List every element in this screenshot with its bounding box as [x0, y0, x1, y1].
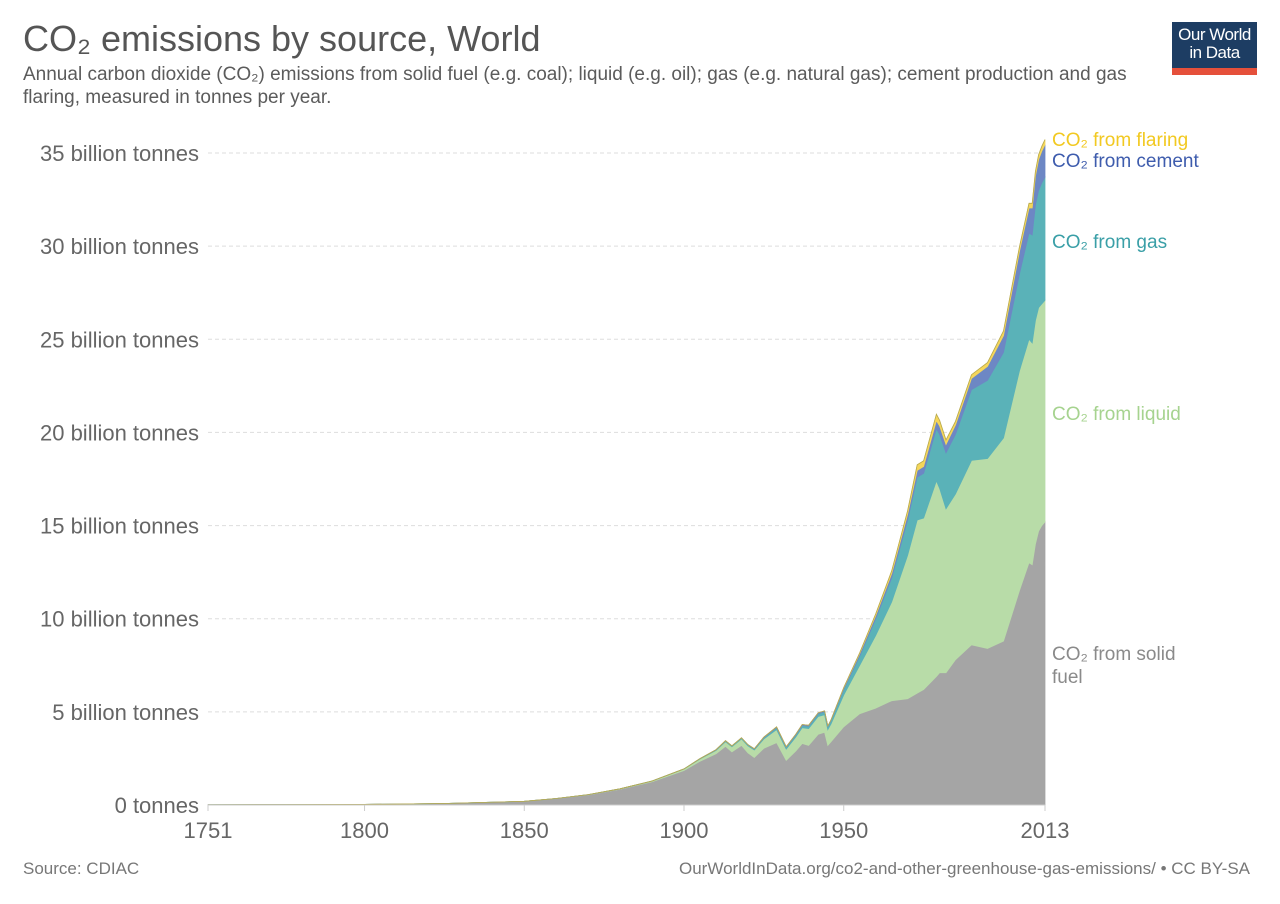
series-label-line: CO₂ from cement	[1052, 151, 1199, 172]
total-outline	[207, 139, 1046, 806]
x-tick-label: 2013	[1021, 818, 1070, 843]
series-areas	[207, 139, 1046, 806]
series-label-line: fuel	[1052, 667, 1083, 688]
y-axis: 0 tonnes 5 billion tonnes 10 billion tonne…	[40, 141, 199, 818]
our-world-in-data-logo[interactable]: Our World in Data	[1172, 22, 1257, 75]
y-tick-label: 15 billion tonnes	[40, 514, 199, 539]
series-label-1[interactable]: CO₂ from liquid	[1052, 404, 1181, 425]
source-note: Source: CDIAC	[23, 859, 140, 878]
chart-title: CO₂ emissions by source, World	[23, 18, 541, 59]
series-label-line: CO₂ from liquid	[1052, 404, 1181, 425]
y-tick-label: 30 billion tonnes	[40, 234, 199, 259]
series-label-2[interactable]: CO₂ from gas	[1052, 232, 1167, 253]
x-tick-label: 1900	[660, 818, 709, 843]
logo-line-1: Our World	[1178, 25, 1251, 44]
series-label-3[interactable]: CO₂ from cement	[1052, 151, 1199, 172]
x-tick-label: 1950	[819, 818, 868, 843]
y-tick-label: 0 tonnes	[115, 793, 199, 818]
y-tick-label: 10 billion tonnes	[40, 607, 199, 632]
y-tick-label: 25 billion tonnes	[40, 327, 199, 352]
y-tick-label: 5 billion tonnes	[52, 700, 199, 725]
logo-line-2: in Data	[1189, 43, 1240, 62]
series-label-4[interactable]: CO₂ from flaring	[1052, 130, 1188, 151]
chart-subtitle: Annual carbon dioxide (CO₂) emissions fr…	[23, 64, 1127, 108]
series-label-0[interactable]: CO₂ from solid fuel	[1052, 644, 1176, 688]
x-tick-label: 1800	[340, 818, 389, 843]
y-tick-label: 20 billion tonnes	[40, 420, 199, 445]
x-tick-label: 1850	[500, 818, 549, 843]
x-axis: 1751 1800 1850 1900 1950 2013	[184, 804, 1070, 843]
x-tick-label: 1751	[184, 818, 233, 843]
y-tick-label: 35 billion tonnes	[40, 141, 199, 166]
source-url-link[interactable]: OurWorldInData.org/co2-and-other-greenho…	[679, 859, 1250, 878]
series-label-line: CO₂ from solid	[1052, 644, 1176, 665]
series-label-line: CO₂ from gas	[1052, 232, 1167, 253]
series-label-line: CO₂ from flaring	[1052, 130, 1188, 151]
